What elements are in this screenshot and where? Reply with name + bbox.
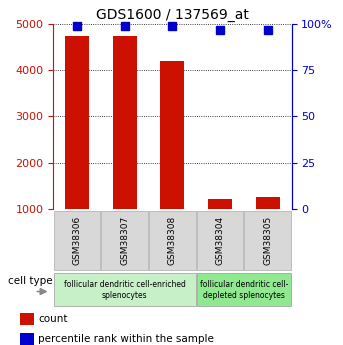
Bar bbox=[65, 36, 89, 209]
Text: follicular dendritic cell-
depleted splenocytes: follicular dendritic cell- depleted sple… bbox=[200, 280, 288, 299]
Text: GSM38306: GSM38306 bbox=[72, 216, 82, 265]
Bar bbox=[20, 333, 34, 345]
Text: GSM38308: GSM38308 bbox=[168, 216, 177, 265]
Text: count: count bbox=[38, 314, 68, 324]
Text: GSM38305: GSM38305 bbox=[263, 216, 272, 265]
FancyBboxPatch shape bbox=[101, 211, 148, 270]
Bar bbox=[256, 197, 280, 209]
Text: GSM38304: GSM38304 bbox=[215, 216, 225, 265]
Text: GSM38307: GSM38307 bbox=[120, 216, 129, 265]
Title: GDS1600 / 137569_at: GDS1600 / 137569_at bbox=[96, 8, 249, 22]
Bar bbox=[113, 36, 137, 209]
FancyBboxPatch shape bbox=[149, 211, 196, 270]
FancyBboxPatch shape bbox=[197, 211, 244, 270]
FancyBboxPatch shape bbox=[197, 273, 291, 306]
Text: percentile rank within the sample: percentile rank within the sample bbox=[38, 334, 214, 344]
Bar bbox=[161, 61, 184, 209]
Text: cell type: cell type bbox=[8, 276, 52, 286]
Text: follicular dendritic cell-enriched
splenocytes: follicular dendritic cell-enriched splen… bbox=[64, 280, 186, 299]
Bar bbox=[208, 199, 232, 209]
FancyBboxPatch shape bbox=[54, 273, 196, 306]
Bar bbox=[20, 313, 34, 325]
FancyBboxPatch shape bbox=[54, 211, 100, 270]
FancyBboxPatch shape bbox=[244, 211, 291, 270]
